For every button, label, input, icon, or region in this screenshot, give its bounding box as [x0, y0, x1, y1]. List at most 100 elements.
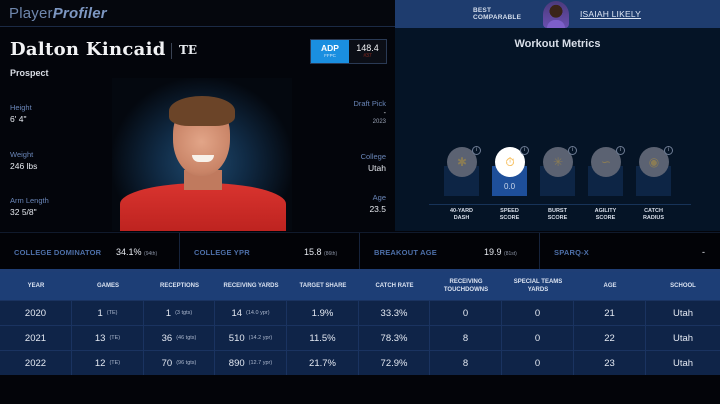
college-stats-table: YEAR GAMES RECEPTIONS RECEIVING YARDS TA… — [0, 272, 720, 375]
info-icon[interactable]: i — [472, 146, 481, 155]
cell-receptions: 36 (46 tgts) — [144, 326, 215, 350]
best-comparable-label: BEST COMPARABLE — [473, 7, 521, 21]
cell-receiving-yards: 890 (12.7 ypr) — [215, 351, 287, 375]
cell-school: Utah — [672, 307, 694, 319]
weight-value: 246 lbs — [10, 161, 38, 171]
comparable-label-line1: BEST — [473, 7, 492, 14]
cell-games: 13 (TE) — [72, 326, 144, 350]
cell-special-teams-yards: 0 — [502, 351, 574, 375]
draft-pick-value: - — [383, 110, 386, 117]
comparable-player-link[interactable]: ISAIAH LIKELY — [580, 9, 642, 19]
photo-shirt — [120, 183, 286, 231]
site-logo[interactable]: PlayerProfiler — [9, 5, 107, 22]
height-value: 6' 4" — [10, 114, 27, 124]
strip-sparq-x: SPARQ-X - — [540, 233, 720, 271]
age-stat: Age 23.5 — [369, 193, 386, 214]
cell-receptions: 1 (3 tgts) — [144, 301, 215, 325]
cell-target-share: 1.9% — [287, 301, 359, 325]
cell-receiving-touchdowns: 0 — [430, 301, 502, 325]
height-label: Height — [10, 103, 32, 112]
cell-catch-rate: 33.3% — [359, 301, 430, 325]
adp-subvalue: #37 — [363, 53, 372, 59]
cell-school: Utah — [672, 332, 694, 344]
cell-year: 2022 — [0, 351, 72, 375]
column-header-receiving-touchdowns[interactable]: RECEIVING TOUCHDOWNS — [443, 279, 489, 293]
arm-length-label: Arm Length — [10, 196, 49, 205]
cell-year: 2020 — [0, 301, 72, 325]
table-row: 2021 13 (TE) 36 (46 tgts) 510 (14.2 ypr) 11… — [0, 325, 720, 350]
column-header-receiving-yards[interactable]: RECEIVING YARDS — [223, 283, 279, 289]
column-header-catch-rate[interactable]: CATCH RATE — [375, 283, 414, 289]
photo-smile — [192, 155, 214, 162]
workout-title: Workout Metrics — [514, 38, 601, 50]
strip-college-ypr: COLLEGE YPR 15.8 (86th) — [180, 233, 360, 271]
column-header-special-teams-yards[interactable]: SPECIAL TEAMS YARDS — [513, 279, 563, 293]
cell-games: 12 (TE) — [72, 351, 144, 375]
age-value: 23.5 — [369, 204, 386, 214]
photo-hair — [169, 96, 235, 126]
table-header: YEAR GAMES RECEPTIONS RECEIVING YARDS TA… — [0, 272, 720, 300]
college-label: College — [360, 152, 386, 161]
cell-catch-rate: 78.3% — [359, 326, 430, 350]
player-profile-panel: Dalton Kincaid TE Prospect ADP FFPC 148.… — [0, 28, 395, 231]
table-row: 2020 1 (TE) 1 (3 tgts) 14 (14.0 ypr) 1.9% 3… — [0, 300, 720, 325]
cell-special-teams-yards: 0 — [502, 301, 574, 325]
cell-receptions: 70 (96 tgts) — [144, 351, 215, 375]
player-position: TE — [179, 43, 198, 57]
college-metrics-strip: COLLEGE DOMINATOR 34.1% (94th) COLLEGE Y… — [0, 232, 720, 271]
cell-receiving-touchdowns: 8 — [430, 326, 502, 350]
logo-bold: Profiler — [52, 5, 107, 22]
divider — [0, 269, 720, 272]
metric-score: 0.0 — [503, 182, 516, 191]
metric-label: CATCH RADIUS — [642, 208, 665, 221]
weight-label: Weight — [10, 150, 34, 159]
info-icon[interactable]: i — [520, 146, 529, 155]
table-row: 2022 12 (TE) 70 (96 tgts) 890 (12.7 ypr) 21… — [0, 350, 720, 375]
strip-value: - — [702, 247, 705, 257]
strip-label: COLLEGE YPR — [194, 248, 250, 257]
column-header-age[interactable]: AGE — [603, 283, 617, 289]
strip-label: SPARQ-X — [554, 248, 590, 257]
adp-label: ADP — [321, 43, 339, 53]
column-header-year[interactable]: YEAR — [27, 283, 45, 289]
column-header-games[interactable]: GAMES — [96, 283, 119, 289]
column-header-receptions[interactable]: RECEPTIONS — [159, 283, 199, 289]
info-icon[interactable]: i — [568, 146, 577, 155]
strip-college-dominator: COLLEGE DOMINATOR 34.1% (94th) — [0, 233, 180, 271]
top-bar: PlayerProfiler — [0, 0, 395, 27]
age-label: Age — [372, 193, 386, 202]
divider — [171, 43, 172, 59]
workout-metrics-panel: Workout Metrics ✱ i 40-YARD DASH ⏱ i 0.0 … — [395, 28, 720, 231]
cell-receiving-touchdowns: 8 — [430, 351, 502, 375]
strip-value: 15.8 (86th) — [304, 247, 338, 257]
cell-year: 2021 — [0, 326, 72, 350]
metric-label: 40-YARD DASH — [449, 208, 474, 221]
cell-age: 21 — [574, 301, 646, 325]
cell-catch-rate: 72.9% — [359, 351, 430, 375]
cell-age: 23 — [574, 351, 646, 375]
cell-games: 1 (TE) — [72, 301, 144, 325]
strip-breakout-age: BREAKOUT AGE 19.9 (81st) — [360, 233, 540, 271]
cell-school: Utah — [672, 357, 694, 369]
info-icon[interactable]: i — [616, 146, 625, 155]
metrics-baseline — [429, 204, 691, 205]
cell-receiving-yards: 14 (14.0 ypr) — [215, 301, 287, 325]
adp-sublabel: FFPC — [324, 53, 336, 58]
logo-regular: Player — [9, 5, 53, 22]
info-icon[interactable]: i — [664, 146, 673, 155]
strip-label: COLLEGE DOMINATOR — [14, 248, 102, 257]
comparable-avatar — [543, 1, 569, 28]
column-header-school[interactable]: SCHOOL — [670, 283, 696, 289]
strip-label: BREAKOUT AGE — [374, 248, 437, 257]
column-header-target-share[interactable]: TARGET SHARE — [299, 283, 347, 289]
adp-value: 148.4 — [356, 43, 379, 53]
metric-label: BURST SCORE — [547, 208, 568, 221]
arm-length-value: 32 5/8" — [10, 207, 37, 217]
best-comparable-bar: BEST COMPARABLE ISAIAH LIKELY — [395, 0, 720, 28]
draft-pick-stat: Draft Pick - 2023 — [353, 99, 386, 125]
comparable-label-line2: COMPARABLE — [473, 14, 522, 21]
player-name: Dalton Kincaid — [10, 39, 166, 60]
draft-pick-label: Draft Pick — [353, 99, 386, 108]
player-status: Prospect — [10, 68, 49, 78]
height-stat: Height 6' 4" — [10, 103, 32, 124]
